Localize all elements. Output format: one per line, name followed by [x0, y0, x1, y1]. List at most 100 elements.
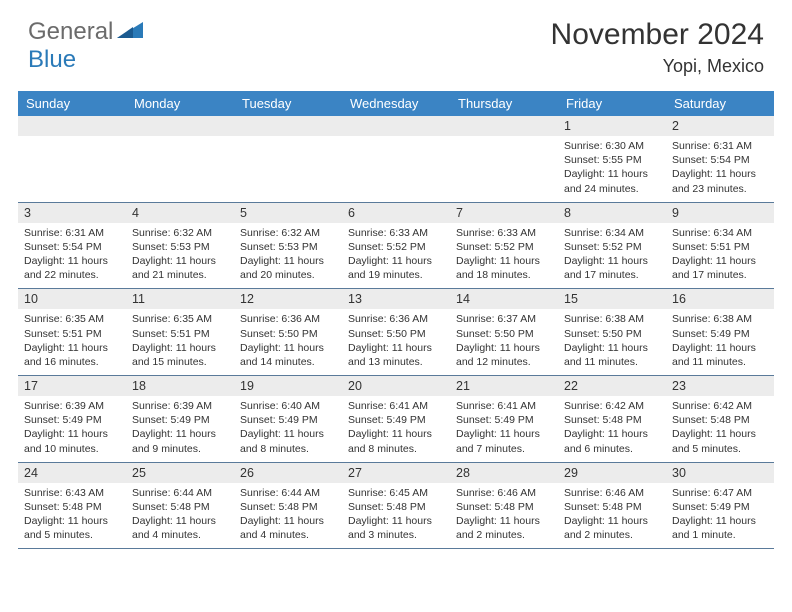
daylight-text-2: and 5 minutes. — [672, 442, 768, 456]
day-number-cell: 3 — [18, 202, 126, 223]
sunset-text: Sunset: 5:49 PM — [672, 500, 768, 514]
day-detail-cell: Sunrise: 6:33 AMSunset: 5:52 PMDaylight:… — [342, 223, 450, 289]
sunrise-text: Sunrise: 6:39 AM — [24, 399, 120, 413]
weekday-header: Tuesday — [234, 91, 342, 116]
daylight-text-1: Daylight: 11 hours — [564, 514, 660, 528]
sunrise-text: Sunrise: 6:44 AM — [132, 486, 228, 500]
sunrise-text: Sunrise: 6:35 AM — [132, 312, 228, 326]
daylight-text-2: and 4 minutes. — [132, 528, 228, 542]
sunrise-text: Sunrise: 6:47 AM — [672, 486, 768, 500]
daylight-text-2: and 22 minutes. — [24, 268, 120, 282]
day-detail-cell: Sunrise: 6:46 AMSunset: 5:48 PMDaylight:… — [450, 483, 558, 549]
day-detail-row: Sunrise: 6:43 AMSunset: 5:48 PMDaylight:… — [18, 483, 774, 549]
weekday-header: Sunday — [18, 91, 126, 116]
daylight-text-1: Daylight: 11 hours — [672, 514, 768, 528]
day-number-cell: 13 — [342, 289, 450, 310]
sunrise-text: Sunrise: 6:36 AM — [240, 312, 336, 326]
daylight-text-1: Daylight: 11 hours — [564, 341, 660, 355]
day-number-cell — [450, 116, 558, 136]
daylight-text-1: Daylight: 11 hours — [672, 341, 768, 355]
day-detail-cell: Sunrise: 6:32 AMSunset: 5:53 PMDaylight:… — [126, 223, 234, 289]
sunset-text: Sunset: 5:50 PM — [456, 327, 552, 341]
day-detail-cell: Sunrise: 6:39 AMSunset: 5:49 PMDaylight:… — [18, 396, 126, 462]
day-number-cell: 12 — [234, 289, 342, 310]
sunrise-text: Sunrise: 6:43 AM — [24, 486, 120, 500]
day-number-cell: 29 — [558, 462, 666, 483]
sunset-text: Sunset: 5:55 PM — [564, 153, 660, 167]
sunrise-text: Sunrise: 6:46 AM — [456, 486, 552, 500]
day-number-row: 17181920212223 — [18, 376, 774, 397]
day-detail-row: Sunrise: 6:39 AMSunset: 5:49 PMDaylight:… — [18, 396, 774, 462]
sunrise-text: Sunrise: 6:35 AM — [24, 312, 120, 326]
daylight-text-2: and 24 minutes. — [564, 182, 660, 196]
daylight-text-1: Daylight: 11 hours — [24, 427, 120, 441]
sunset-text: Sunset: 5:49 PM — [240, 413, 336, 427]
daylight-text-1: Daylight: 11 hours — [672, 254, 768, 268]
daylight-text-1: Daylight: 11 hours — [456, 514, 552, 528]
sunrise-text: Sunrise: 6:32 AM — [240, 226, 336, 240]
daylight-text-2: and 12 minutes. — [456, 355, 552, 369]
daylight-text-2: and 21 minutes. — [132, 268, 228, 282]
month-title: November 2024 — [551, 18, 764, 52]
sunset-text: Sunset: 5:48 PM — [240, 500, 336, 514]
sunset-text: Sunset: 5:54 PM — [672, 153, 768, 167]
daylight-text-1: Daylight: 11 hours — [132, 341, 228, 355]
sunset-text: Sunset: 5:51 PM — [24, 327, 120, 341]
day-detail-cell: Sunrise: 6:41 AMSunset: 5:49 PMDaylight:… — [342, 396, 450, 462]
day-number-row: 12 — [18, 116, 774, 136]
day-detail-cell: Sunrise: 6:42 AMSunset: 5:48 PMDaylight:… — [666, 396, 774, 462]
day-detail-cell — [342, 136, 450, 202]
day-number-cell: 10 — [18, 289, 126, 310]
daylight-text-1: Daylight: 11 hours — [348, 427, 444, 441]
brand-part1: General — [28, 18, 113, 46]
sunset-text: Sunset: 5:49 PM — [132, 413, 228, 427]
sunrise-text: Sunrise: 6:39 AM — [132, 399, 228, 413]
sunset-text: Sunset: 5:48 PM — [564, 413, 660, 427]
sunset-text: Sunset: 5:48 PM — [564, 500, 660, 514]
brand-triangle-icon — [117, 20, 143, 45]
day-detail-cell — [450, 136, 558, 202]
day-number-cell — [234, 116, 342, 136]
sunrise-text: Sunrise: 6:34 AM — [672, 226, 768, 240]
sunrise-text: Sunrise: 6:45 AM — [348, 486, 444, 500]
sunset-text: Sunset: 5:50 PM — [348, 327, 444, 341]
daylight-text-1: Daylight: 11 hours — [672, 167, 768, 181]
day-number-row: 3456789 — [18, 202, 774, 223]
sunrise-text: Sunrise: 6:34 AM — [564, 226, 660, 240]
daylight-text-1: Daylight: 11 hours — [456, 427, 552, 441]
daylight-text-1: Daylight: 11 hours — [564, 254, 660, 268]
sunset-text: Sunset: 5:48 PM — [24, 500, 120, 514]
day-detail-cell: Sunrise: 6:46 AMSunset: 5:48 PMDaylight:… — [558, 483, 666, 549]
day-detail-cell: Sunrise: 6:35 AMSunset: 5:51 PMDaylight:… — [126, 309, 234, 375]
sunrise-text: Sunrise: 6:42 AM — [672, 399, 768, 413]
daylight-text-1: Daylight: 11 hours — [240, 427, 336, 441]
sunrise-text: Sunrise: 6:31 AM — [24, 226, 120, 240]
brand-part2: Blue — [28, 46, 76, 73]
day-number-cell: 28 — [450, 462, 558, 483]
daylight-text-1: Daylight: 11 hours — [132, 514, 228, 528]
daylight-text-1: Daylight: 11 hours — [456, 341, 552, 355]
day-number-row: 10111213141516 — [18, 289, 774, 310]
day-number-cell: 14 — [450, 289, 558, 310]
day-detail-row: Sunrise: 6:30 AMSunset: 5:55 PM Daylight:… — [18, 136, 774, 202]
day-number-cell: 9 — [666, 202, 774, 223]
daylight-text-1: Daylight: 11 hours — [240, 514, 336, 528]
day-number-cell: 7 — [450, 202, 558, 223]
day-detail-cell: Sunrise: 6:43 AMSunset: 5:48 PMDaylight:… — [18, 483, 126, 549]
sunrise-text: Sunrise: 6:36 AM — [348, 312, 444, 326]
weekday-header: Thursday — [450, 91, 558, 116]
sunrise-text: Sunrise: 6:44 AM — [240, 486, 336, 500]
day-number-cell — [126, 116, 234, 136]
day-detail-cell: Sunrise: 6:30 AMSunset: 5:55 PMDaylight:… — [558, 136, 666, 202]
daylight-text-2: and 17 minutes. — [564, 268, 660, 282]
sunrise-text: Sunrise: 6:38 AM — [672, 312, 768, 326]
sunrise-text: Sunrise: 6:33 AM — [348, 226, 444, 240]
sunrise-text: Sunrise: 6:30 AM — [564, 139, 660, 153]
daylight-text-1: Daylight: 11 hours — [24, 254, 120, 268]
sunset-text: Sunset: 5:52 PM — [348, 240, 444, 254]
daylight-text-1: Daylight: 11 hours — [672, 427, 768, 441]
day-number-cell: 6 — [342, 202, 450, 223]
daylight-text-2: and 4 minutes. — [240, 528, 336, 542]
daylight-text-2: and 14 minutes. — [240, 355, 336, 369]
sunrise-text: Sunrise: 6:40 AM — [240, 399, 336, 413]
